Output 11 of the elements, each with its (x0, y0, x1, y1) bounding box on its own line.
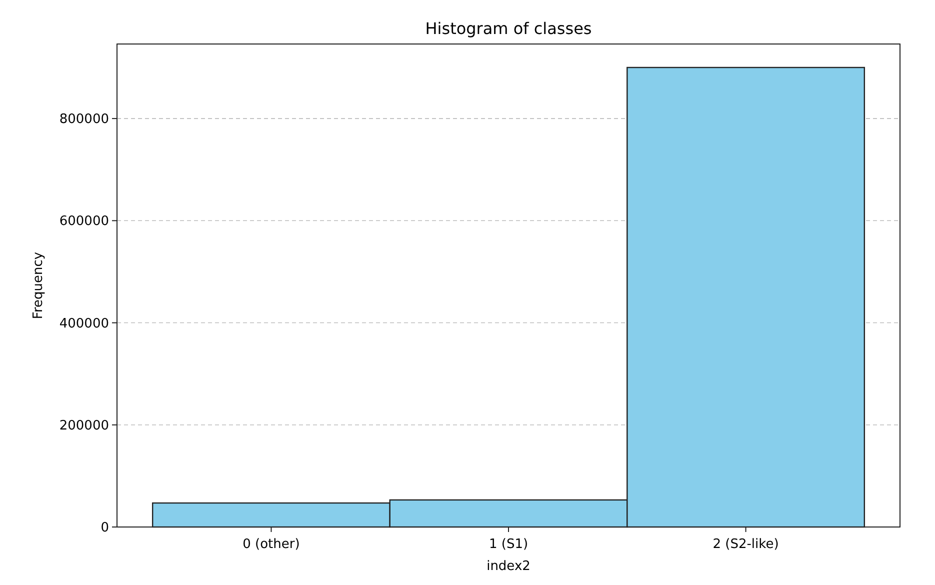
x-tick-label: 2 (S2-like) (712, 537, 779, 552)
y-tick-label: 600000 (59, 214, 109, 230)
y-axis-title: Frequency (31, 252, 46, 320)
x-axis-title: index2 (486, 559, 530, 574)
y-tick-label: 0 (100, 520, 109, 536)
y-tick-label: 400000 (59, 316, 109, 332)
x-tick-label: 0 (other) (242, 537, 300, 552)
y-tick-label: 200000 (59, 418, 109, 434)
y-tick-label: 800000 (59, 112, 109, 128)
x-tick-label: 1 (S1) (488, 537, 528, 552)
chart-title: Histogram of classes (425, 19, 592, 38)
